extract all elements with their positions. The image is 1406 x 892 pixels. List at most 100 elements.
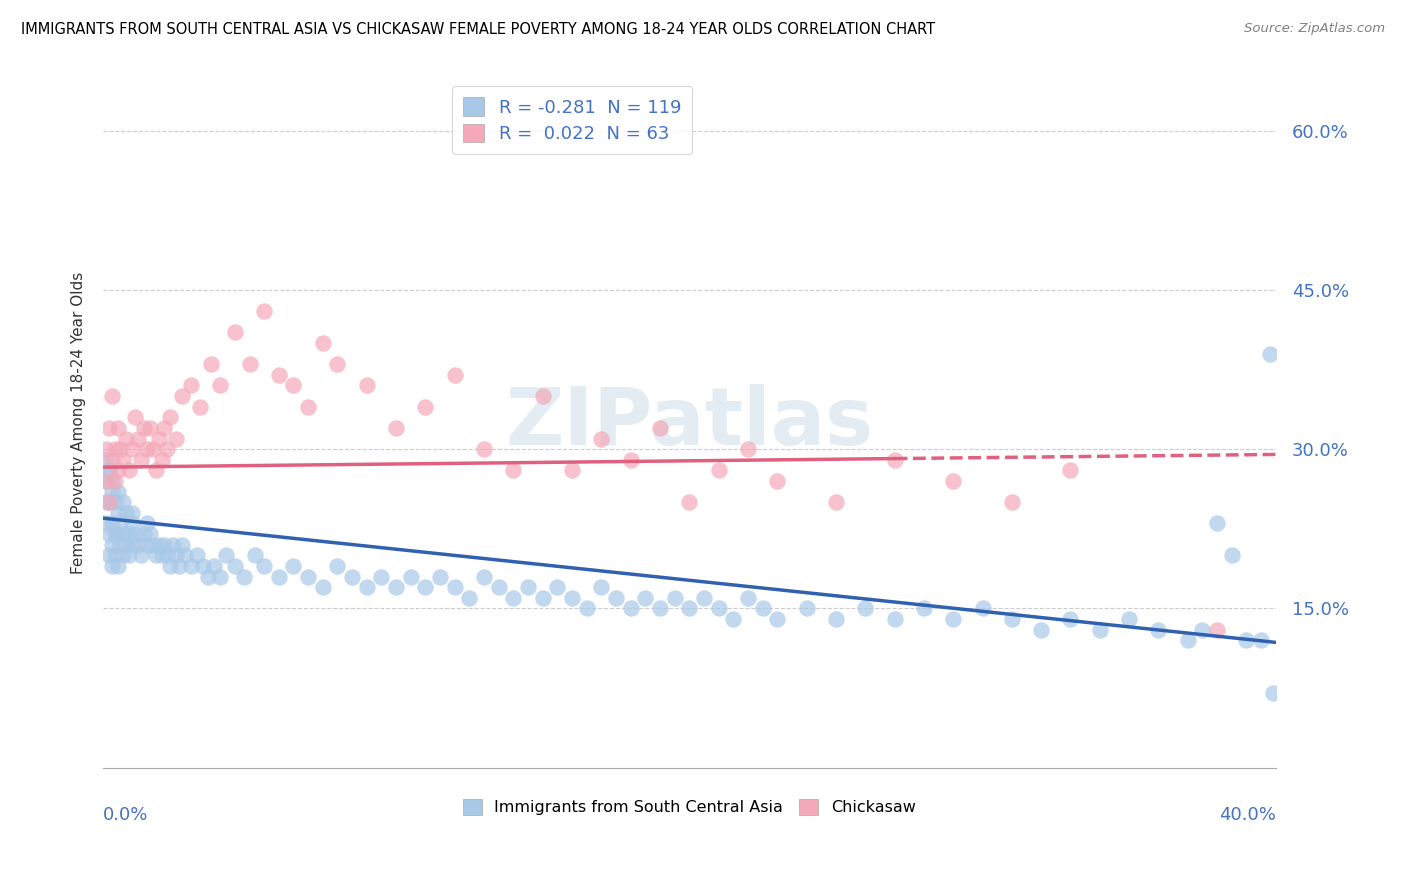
Point [112,549,135,563]
Point [1250,633,1272,648]
Y-axis label: Female Poverty Among 18-24 Year Olds: Female Poverty Among 18-24 Year Olds [72,271,86,574]
Point [1191,623,1213,637]
Point [191,558,214,573]
Point [145,463,167,477]
Point [942,612,965,626]
Point [97,527,120,541]
Point [678,601,700,615]
Point [129,549,152,563]
Point [370,569,392,583]
Point [1059,612,1081,626]
Point [972,601,994,615]
Point [238,357,260,371]
Point [472,569,495,583]
Point [693,591,716,605]
Text: ZIPatlas: ZIPatlas [505,384,873,461]
Point [100,558,122,573]
Point [118,463,141,477]
Point [104,474,127,488]
Point [135,516,157,531]
Point [883,452,905,467]
Point [283,378,305,392]
Point [135,538,157,552]
Point [132,527,155,541]
Point [215,549,238,563]
Point [159,410,181,425]
Point [124,527,146,541]
Point [385,421,408,435]
Point [1088,623,1111,637]
Point [118,527,141,541]
Text: IMMIGRANTS FROM SOUTH CENTRAL ASIA VS CHICKASAW FEMALE POVERTY AMONG 18-24 YEAR : IMMIGRANTS FROM SOUTH CENTRAL ASIA VS CH… [21,22,935,37]
Point [118,549,141,563]
Point [634,591,657,605]
Point [209,378,232,392]
Point [94,474,117,488]
Point [605,591,627,605]
Point [148,538,170,552]
Point [150,549,173,563]
Point [356,580,378,594]
Point [174,549,197,563]
Point [94,442,117,456]
Point [107,558,129,573]
Point [766,474,789,488]
Point [267,569,290,583]
Point [107,421,129,435]
Point [209,569,232,583]
Point [156,442,179,456]
Legend: Immigrants from South Central Asia, Chickasaw: Immigrants from South Central Asia, Chic… [456,792,922,822]
Point [107,484,129,499]
Point [127,432,149,446]
Point [575,601,598,615]
Point [132,421,155,435]
Point [159,558,181,573]
Point [312,580,335,594]
Point [443,368,465,382]
Point [127,538,149,552]
Point [825,495,848,509]
Point [1001,612,1024,626]
Point [678,495,700,509]
Point [737,442,759,456]
Point [385,580,408,594]
Point [97,495,120,509]
Point [502,463,524,477]
Point [121,516,143,531]
Point [648,421,671,435]
Point [135,442,157,456]
Point [107,506,129,520]
Point [723,612,745,626]
Point [1234,633,1257,648]
Point [153,538,176,552]
Point [283,558,305,573]
Point [737,591,759,605]
Point [112,452,135,467]
Point [139,527,162,541]
Point [458,591,481,605]
Point [167,558,190,573]
Point [561,591,583,605]
Point [97,549,120,563]
Point [188,400,211,414]
Point [107,527,129,541]
Point [139,421,162,435]
Point [620,601,643,615]
Point [502,591,524,605]
Point [200,357,222,371]
Point [97,421,120,435]
Point [561,463,583,477]
Point [94,474,117,488]
Point [1031,623,1053,637]
Point [156,549,179,563]
Point [97,463,120,477]
Point [326,357,349,371]
Point [148,432,170,446]
Point [124,410,146,425]
Point [115,538,138,552]
Point [531,389,554,403]
Point [443,580,465,594]
Point [1059,463,1081,477]
Point [751,601,773,615]
Point [399,569,422,583]
